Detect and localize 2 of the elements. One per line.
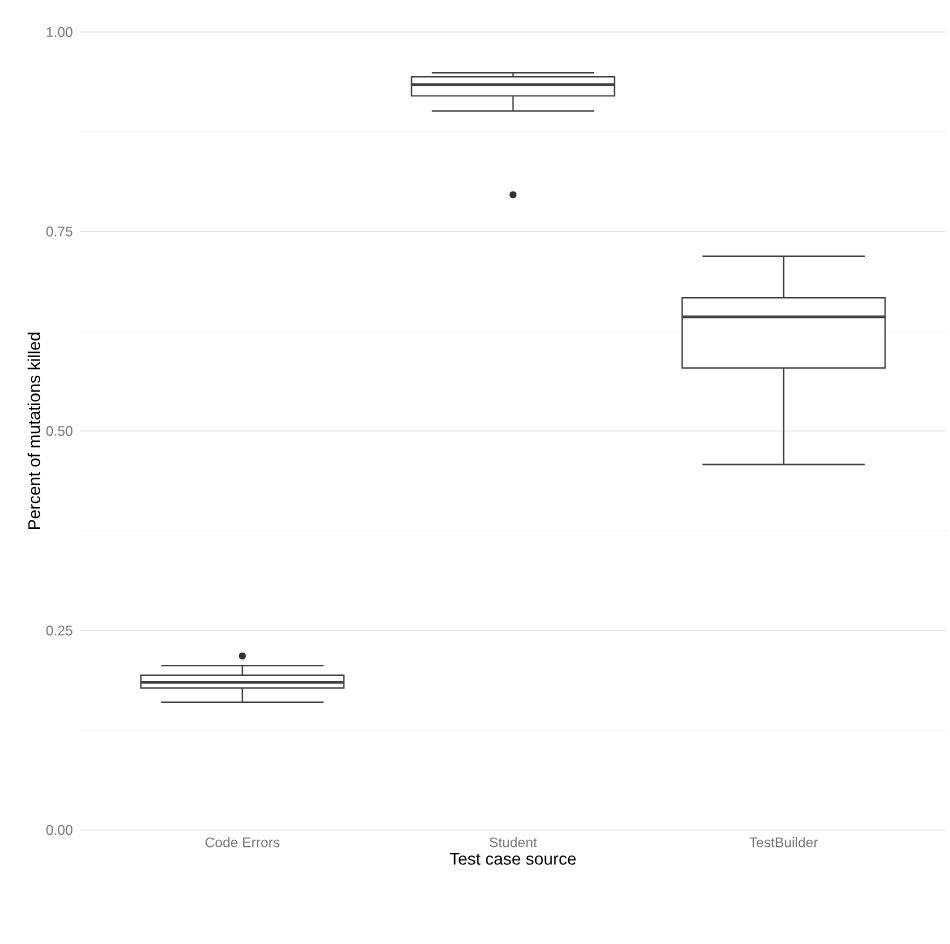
y-axis-title: Percent of mutations killed bbox=[27, 332, 41, 529]
x-axis-title: Test case source bbox=[449, 852, 576, 865]
